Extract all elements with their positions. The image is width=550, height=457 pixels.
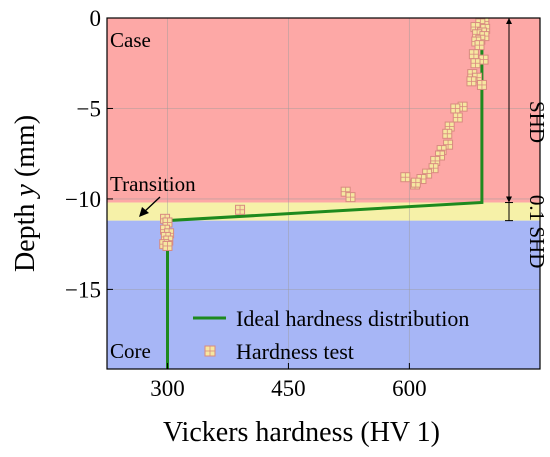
x-tick-label: 600 [392, 376, 427, 401]
hardness-test-point [450, 103, 461, 114]
x-axis-title: Vickers hardness (HV 1) [163, 417, 440, 448]
hardness-test-point [476, 79, 487, 90]
legend-label-ideal: Ideal hardness distribution [236, 306, 469, 331]
shd-arrow-top [506, 18, 512, 24]
hardness-test-point [410, 177, 421, 188]
hardness-test-point [400, 172, 411, 183]
legend: Ideal hardness distribution Hardness test [193, 306, 469, 364]
shd-fraction-label: 0.1 SHD [525, 195, 549, 269]
arrow-head [139, 207, 149, 217]
y-tick-label: −5 [77, 96, 101, 121]
hardness-test-point [474, 40, 485, 51]
transition-label: Transition [110, 172, 196, 196]
region-core [107, 220, 540, 369]
hardness-test-point [442, 128, 453, 139]
hardness-test-point [422, 168, 433, 179]
hardness-test-point [235, 204, 246, 215]
hardness-test-point [468, 49, 479, 60]
y-axis-title-variable: y [10, 184, 41, 200]
hardness-test-point [478, 54, 489, 65]
y-tick-label: −15 [65, 277, 101, 302]
x-tick-label: 450 [271, 376, 306, 401]
ideal-hardness-line [166, 18, 484, 369]
transition-arrow [139, 196, 161, 217]
hardness-test-point [470, 58, 481, 69]
y-axis-title-unit: (mm) [10, 115, 41, 184]
hardness-test-point [345, 192, 356, 203]
hardness-test-point [452, 112, 463, 123]
y-axis-title: Depth y (mm) [10, 115, 41, 272]
hardness-test-point [428, 163, 439, 174]
legend-marker-swatch [204, 345, 216, 357]
y-axis-title-prefix: Depth [10, 197, 41, 272]
hardness-test-point [162, 240, 173, 251]
hardness-test-point [443, 139, 454, 150]
shd-label: SHD [525, 101, 549, 143]
x-tick-label: 300 [150, 376, 185, 401]
region-case [107, 18, 540, 203]
core-label: Core [110, 339, 151, 363]
y-tick-label: 0 [90, 6, 102, 31]
y-tick-label: −10 [65, 187, 101, 212]
plot-frame [106, 17, 541, 370]
legend-label-test: Hardness test [236, 339, 354, 364]
shd-arrow-bottom [506, 196, 512, 203]
hardness-test-point [466, 76, 477, 87]
case-label: Case [110, 28, 151, 52]
